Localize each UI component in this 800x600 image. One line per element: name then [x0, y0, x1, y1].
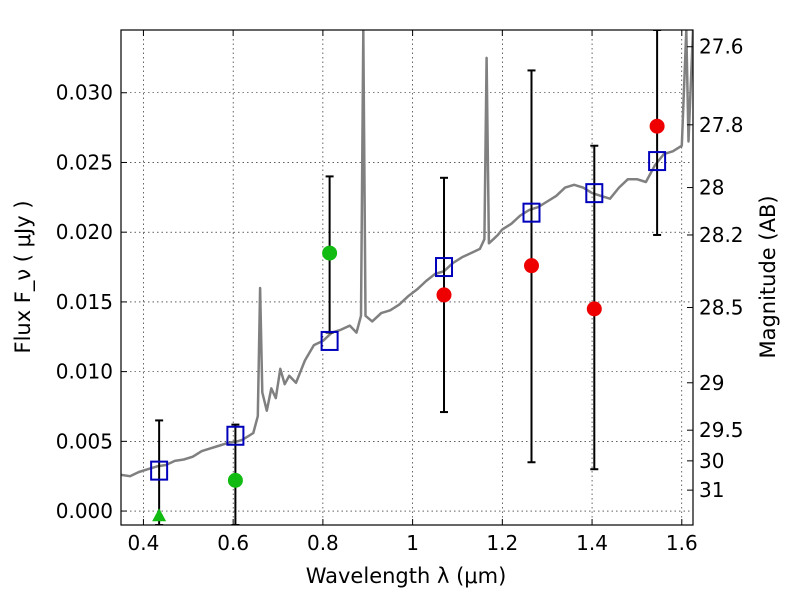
right-tick-label: 28.5: [699, 295, 744, 319]
right-tick-label: 28: [699, 176, 724, 200]
y-tick-label: 0.020: [56, 220, 113, 244]
observed-point: [586, 301, 602, 317]
y-tick-label: 0.010: [56, 360, 113, 384]
plot-area: [121, 30, 693, 525]
y-tick-label: 0.000: [56, 499, 113, 523]
observed-point: [649, 118, 665, 134]
y-axis-title: Flux F_ν ( μJy ): [11, 200, 36, 353]
plot-frame: [120, 29, 694, 526]
model-spectrum-line: [121, 30, 693, 478]
model-point: [435, 257, 454, 278]
model-point: [320, 330, 339, 351]
right-tick-label: 29.5: [699, 418, 744, 442]
x-tick-label: 1.2: [486, 531, 518, 555]
x-tick-label: 0.6: [217, 531, 249, 555]
right-tick-label: 28.2: [699, 223, 744, 247]
grid: [121, 30, 693, 525]
y-tick-label: 0.005: [56, 429, 113, 453]
x-axis-title: Wavelength λ (μm): [306, 564, 507, 588]
model-point: [585, 183, 604, 204]
x-tick-label: 0.8: [307, 531, 339, 555]
upper-limit-marker: [152, 508, 167, 522]
right-tick-label: 31: [699, 478, 724, 502]
y-tick-label: 0.025: [56, 150, 113, 174]
x-tick-label: 1.6: [666, 531, 698, 555]
x-tick-label: 1: [406, 531, 419, 555]
green-point: [322, 245, 338, 261]
model-point: [150, 460, 169, 481]
right-tick-label: 27.8: [699, 113, 744, 137]
model-point: [226, 425, 245, 446]
x-tick-label: 0.4: [128, 531, 160, 555]
green-point: [227, 472, 243, 488]
y-tick-label: 0.015: [56, 290, 113, 314]
x-tick-label: 1.4: [576, 531, 608, 555]
axes-ticks: 0.4 0.6 0.8 1 1.2 1.4 1.6 0.000 0.005 0.010 0.015 0…: [56, 30, 744, 555]
observed-point: [436, 287, 452, 303]
y-tick-label: 0.030: [56, 81, 113, 105]
right-axis-title: Magnitude (AB): [756, 195, 780, 358]
right-tick-label: 29: [699, 371, 724, 395]
model-point: [648, 151, 667, 172]
model-point: [522, 202, 541, 223]
right-tick-label: 30: [699, 449, 724, 473]
right-tick-label: 27.6: [699, 35, 744, 59]
observed-point: [523, 258, 539, 274]
